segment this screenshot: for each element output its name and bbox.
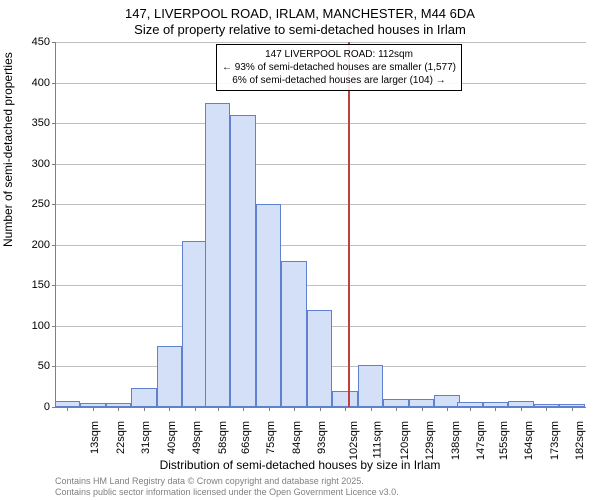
x-tick-mark (546, 407, 547, 411)
x-tick-mark (93, 407, 94, 411)
x-tick-label: 182sqm (574, 421, 586, 460)
x-tick-mark (447, 407, 448, 411)
histogram-bar (307, 310, 333, 407)
x-tick-label: 102sqm (348, 421, 360, 460)
histogram-bar (157, 346, 183, 407)
x-tick-mark (572, 407, 573, 411)
y-tick-mark (52, 42, 56, 43)
chart-title-sub: Size of property relative to semi-detach… (0, 22, 600, 37)
footer-line-1: Contains HM Land Registry data © Crown c… (55, 476, 399, 487)
plot-area: 147 LIVERPOOL ROAD: 112sqm← 93% of semi-… (55, 42, 586, 408)
histogram-bar (332, 391, 358, 407)
x-tick-label: 13sqm (89, 421, 101, 454)
annotation-line-2: ← 93% of semi-detached houses are smalle… (222, 61, 456, 74)
x-tick-mark (118, 407, 119, 411)
x-tick-label: 40sqm (166, 421, 178, 454)
x-tick-mark (396, 407, 397, 411)
x-tick-mark (294, 407, 295, 411)
x-tick-label: 120sqm (399, 421, 411, 460)
histogram-bar (131, 388, 157, 407)
x-tick-label: 49sqm (191, 421, 203, 454)
x-tick-label: 31sqm (140, 421, 152, 454)
grid-line (56, 285, 586, 286)
x-tick-label: 164sqm (523, 421, 535, 460)
x-tick-mark (144, 407, 145, 411)
highlight-line (348, 42, 350, 407)
y-tick-label: 50 (10, 360, 50, 372)
x-tick-label: 66sqm (240, 421, 252, 454)
x-tick-mark (195, 407, 196, 411)
footer-line-2: Contains public sector information licen… (55, 487, 399, 498)
x-tick-label: 155sqm (498, 421, 510, 460)
grid-line (56, 164, 586, 165)
histogram-bar (182, 241, 208, 407)
chart-footer: Contains HM Land Registry data © Crown c… (55, 476, 399, 498)
y-tick-label: 150 (10, 279, 50, 291)
annotation-line-3: 6% of semi-detached houses are larger (1… (222, 74, 456, 87)
y-tick-label: 200 (10, 239, 50, 251)
x-tick-label: 22sqm (115, 421, 127, 454)
y-tick-mark (52, 83, 56, 84)
x-tick-label: 58sqm (217, 421, 229, 454)
y-tick-label: 100 (10, 320, 50, 332)
y-tick-mark (52, 164, 56, 165)
y-tick-mark (52, 407, 56, 408)
y-tick-mark (52, 204, 56, 205)
x-tick-mark (371, 407, 372, 411)
chart-title-main: 147, LIVERPOOL ROAD, IRLAM, MANCHESTER, … (0, 6, 600, 21)
x-tick-mark (320, 407, 321, 411)
histogram-bar (434, 395, 460, 407)
y-tick-mark (52, 366, 56, 367)
y-tick-mark (52, 245, 56, 246)
histogram-bar (230, 115, 256, 407)
histogram-bar (256, 204, 282, 407)
histogram-bar (205, 103, 231, 407)
x-tick-label: 84sqm (291, 421, 303, 454)
x-tick-label: 147sqm (475, 421, 487, 460)
y-tick-label: 250 (10, 198, 50, 210)
x-tick-label: 111sqm (372, 421, 384, 459)
y-tick-mark (52, 326, 56, 327)
y-tick-mark (52, 123, 56, 124)
histogram-bar (358, 365, 384, 407)
x-tick-mark (345, 407, 346, 411)
x-tick-mark (243, 407, 244, 411)
x-tick-mark (495, 407, 496, 411)
x-tick-label: 173sqm (549, 421, 561, 460)
x-tick-label: 129sqm (424, 421, 436, 460)
histogram-bar (281, 261, 307, 407)
x-tick-mark (169, 407, 170, 411)
y-tick-label: 400 (10, 77, 50, 89)
y-tick-label: 0 (10, 401, 50, 413)
y-tick-label: 300 (10, 158, 50, 170)
x-tick-mark (422, 407, 423, 411)
annotation-box: 147 LIVERPOOL ROAD: 112sqm← 93% of semi-… (216, 44, 462, 91)
grid-line (56, 245, 586, 246)
y-tick-label: 350 (10, 117, 50, 129)
y-tick-label: 450 (10, 36, 50, 48)
x-tick-mark (269, 407, 270, 411)
x-tick-mark (470, 407, 471, 411)
x-tick-label: 93sqm (316, 421, 328, 454)
x-tick-mark (218, 407, 219, 411)
annotation-line-1: 147 LIVERPOOL ROAD: 112sqm (222, 48, 456, 61)
histogram-chart: 147, LIVERPOOL ROAD, IRLAM, MANCHESTER, … (0, 0, 600, 500)
x-tick-mark (521, 407, 522, 411)
x-tick-mark (67, 407, 68, 411)
grid-line (56, 204, 586, 205)
grid-line (56, 123, 586, 124)
histogram-bar (383, 399, 409, 407)
x-tick-label: 138sqm (450, 421, 462, 460)
y-tick-mark (52, 285, 56, 286)
grid-line (56, 42, 586, 43)
x-tick-label: 75sqm (265, 421, 277, 454)
histogram-bar (409, 399, 435, 407)
